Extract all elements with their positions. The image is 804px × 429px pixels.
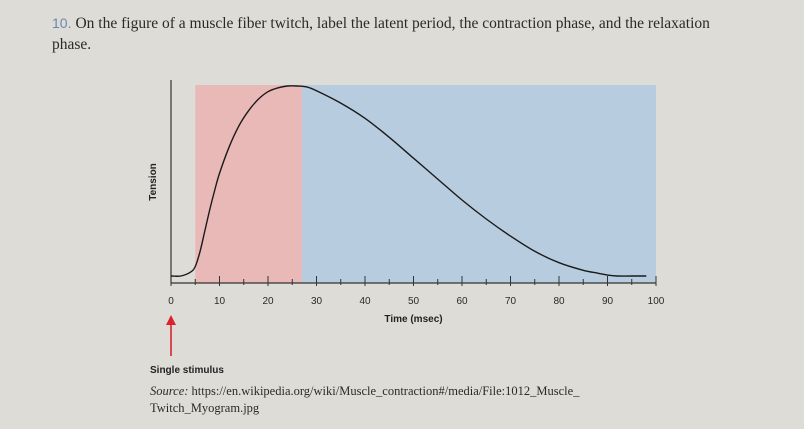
stimulus-arrow-head [166, 315, 176, 325]
x-tick-label-80: 80 [553, 296, 565, 307]
y-axis-title: Tension [148, 163, 159, 201]
x-tick-label-70: 70 [505, 296, 517, 307]
shaded-region-0 [195, 85, 302, 283]
question-text: 10. On the figure of a muscle fiber twitc… [52, 13, 752, 55]
question-number: 10. [52, 15, 72, 31]
source-tag: Source: [150, 384, 189, 398]
shaded-region-1 [301, 85, 656, 283]
x-tick-label-10: 10 [214, 296, 226, 307]
x-tick-label-40: 40 [359, 296, 371, 307]
stimulus-label: Single stimulus [150, 365, 224, 376]
stimulus-arrow [166, 315, 176, 356]
x-tick-label-60: 60 [456, 296, 468, 307]
x-tick-label-0: 0 [168, 296, 174, 307]
x-axis-title: Time (msec) [384, 314, 442, 325]
source-citation: Source: https://en.wikipedia.org/wiki/Mu… [150, 383, 670, 417]
x-tick-label-30: 30 [311, 296, 323, 307]
x-tick-label-50: 50 [408, 296, 420, 307]
x-tick-label-20: 20 [262, 296, 274, 307]
x-tick-label-100: 100 [648, 296, 665, 307]
x-tick-label-90: 90 [602, 296, 614, 307]
twitch-curve [170, 85, 647, 277]
shaded-regions [195, 85, 656, 283]
x-axis-ticks [170, 276, 657, 286]
x-axis-tick-labels: 0 10 20 30 40 50 60 70 80 90 100 [168, 296, 665, 307]
question-body: On the figure of a muscle fiber twitch, … [52, 15, 710, 53]
source-url: https://en.wikipedia.org/wiki/Muscle_con… [150, 384, 580, 415]
